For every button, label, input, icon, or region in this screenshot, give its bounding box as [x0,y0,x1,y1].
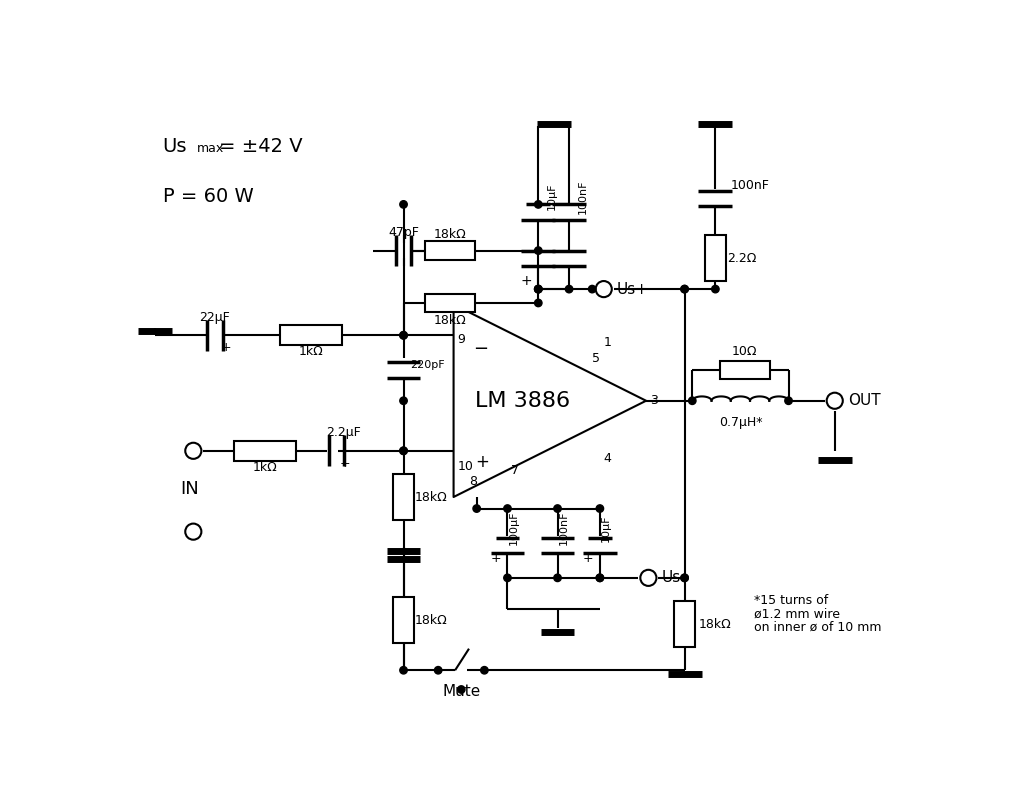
Text: 1kΩ: 1kΩ [299,345,324,358]
Text: 47pF: 47pF [388,226,419,239]
Text: 10Ω: 10Ω [732,345,758,358]
Text: +: + [583,552,593,565]
Circle shape [503,574,512,581]
Bar [393,597,415,643]
Text: 8: 8 [469,475,477,488]
Circle shape [553,574,562,581]
Bar [720,361,770,379]
Circle shape [400,397,407,404]
Text: 9: 9 [457,332,466,345]
Circle shape [400,667,407,674]
Text: 100nF: 100nF [731,179,770,192]
Circle shape [473,505,481,512]
Text: 3: 3 [650,394,658,407]
Bar [425,242,475,260]
Circle shape [535,286,542,293]
Text: 18kΩ: 18kΩ [433,228,467,241]
Circle shape [400,332,407,339]
Circle shape [400,200,407,208]
Circle shape [503,505,512,512]
Bar [393,474,415,520]
Text: +: + [475,453,489,472]
Bar [234,441,296,460]
Text: 18kΩ: 18kΩ [433,314,467,327]
Circle shape [588,286,596,293]
Text: 2.2Ω: 2.2Ω [727,252,757,265]
Text: +: + [221,341,232,354]
Text: *15 turns of: *15 turns of [753,594,828,608]
Circle shape [681,574,688,581]
Circle shape [596,505,603,512]
Bar [281,325,342,345]
Circle shape [553,505,562,512]
Text: 7: 7 [512,464,520,477]
Text: 0.7μH*: 0.7μH* [719,416,763,429]
Text: 1kΩ: 1kΩ [252,460,278,474]
Text: 18kΩ: 18kΩ [698,617,731,630]
Circle shape [712,286,719,293]
Text: Mute: Mute [442,684,481,699]
Text: IN: IN [181,481,199,498]
Text: on inner ø of 10 mm: on inner ø of 10 mm [753,621,881,634]
Circle shape [535,299,542,307]
Text: max: max [196,142,224,155]
Text: 100nF: 100nF [558,510,569,545]
Bar [704,235,726,282]
Circle shape [688,397,696,404]
Text: 1: 1 [603,336,612,349]
Text: = ±42 V: = ±42 V [218,137,302,156]
Bar [674,601,695,647]
Text: +: + [490,552,501,565]
Text: 220pF: 220pF [409,360,444,369]
Circle shape [457,686,465,693]
Circle shape [681,286,688,293]
Text: P = 60 W: P = 60 W [162,188,253,206]
Text: 4: 4 [603,452,612,465]
Circle shape [481,667,488,674]
Text: 18kΩ: 18kΩ [416,613,448,627]
Text: 10μF: 10μF [547,183,557,210]
Text: 10μF: 10μF [601,514,611,542]
Text: +: + [340,457,350,470]
Circle shape [681,574,688,581]
Bar [425,294,475,312]
Circle shape [535,286,542,293]
Text: Us: Us [162,137,187,156]
Text: 5: 5 [592,352,600,365]
Text: 100μF: 100μF [508,510,519,545]
Circle shape [535,200,542,208]
Circle shape [596,574,603,581]
Text: 2.2μF: 2.2μF [327,427,361,440]
Text: ø1.2 mm wire: ø1.2 mm wire [753,608,840,621]
Circle shape [566,286,573,293]
Text: 22μF: 22μF [199,311,231,324]
Circle shape [596,574,603,581]
Text: LM 3886: LM 3886 [476,390,571,411]
Text: +: + [520,275,532,288]
Circle shape [681,286,688,293]
Circle shape [400,332,407,339]
Circle shape [435,667,442,674]
Text: Us-: Us- [662,571,686,585]
Circle shape [535,247,542,254]
Text: 100nF: 100nF [578,180,588,214]
Text: −: − [473,341,488,358]
Circle shape [400,447,407,455]
Circle shape [785,397,792,404]
Text: 10: 10 [457,460,474,473]
Circle shape [400,447,407,455]
Text: Us+: Us+ [617,282,648,296]
Text: OUT: OUT [847,394,880,408]
Text: 18kΩ: 18kΩ [416,490,448,503]
Circle shape [535,286,542,293]
